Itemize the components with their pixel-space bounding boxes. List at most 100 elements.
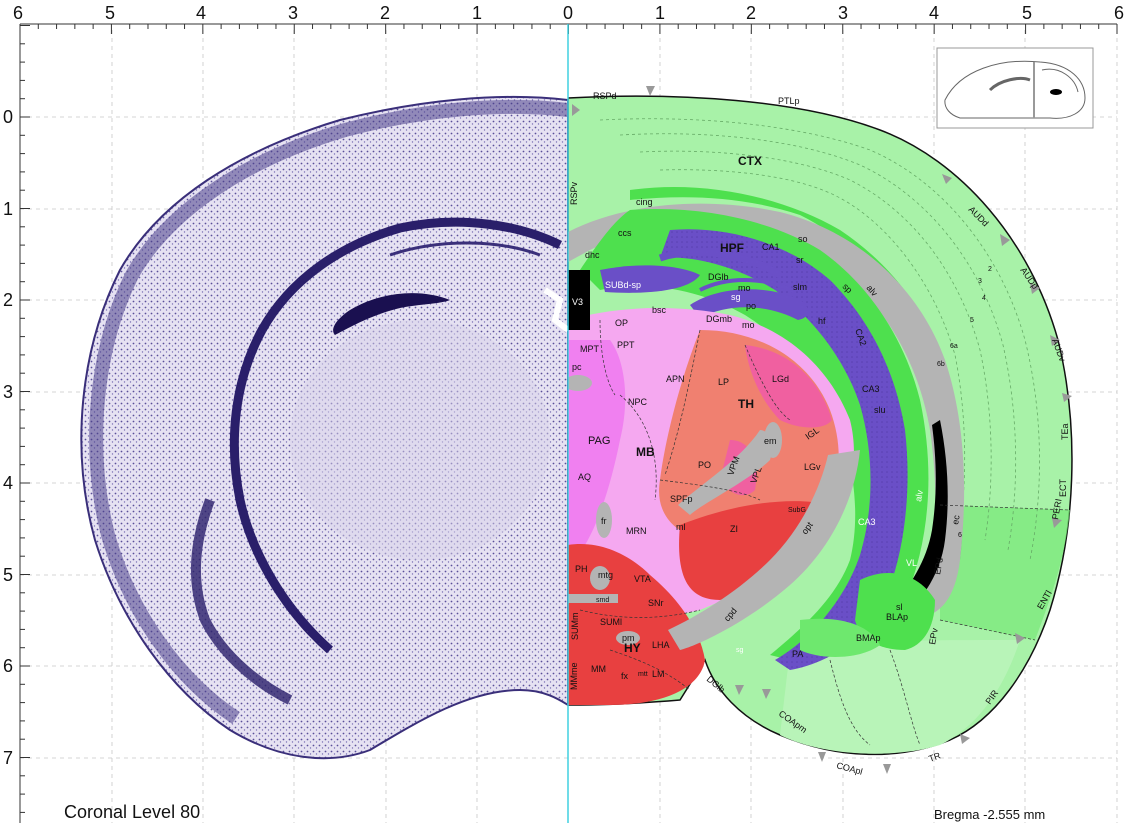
- left-axis-label: 4: [3, 473, 13, 493]
- label-spfp: SPFp: [670, 494, 693, 504]
- label-rspv: RSPv: [569, 181, 579, 205]
- left-axis-label: 0: [3, 107, 13, 127]
- label-sl: sl: [896, 602, 903, 612]
- label-lm: LM: [652, 669, 665, 679]
- label-vta: VTA: [634, 574, 651, 584]
- label-subd-sp: SUBd-sp: [605, 280, 641, 290]
- label-sumi: SUMl: [600, 617, 622, 627]
- label-em: em: [764, 436, 777, 446]
- label-th: TH: [738, 397, 754, 411]
- label-aq: AQ: [578, 472, 591, 482]
- layer-number: 5: [970, 317, 974, 324]
- label-slu: slu: [874, 405, 886, 415]
- label-zi: ZI: [730, 524, 738, 534]
- left-axis-label: 6: [3, 656, 13, 676]
- label-lp: LP: [718, 377, 729, 387]
- left-axis-label: 3: [3, 382, 13, 402]
- top-axis-label: 1: [472, 3, 482, 23]
- label-fx: fx: [621, 671, 629, 681]
- layer-number: 2: [988, 266, 992, 273]
- label-dglb: DGlb: [708, 272, 729, 282]
- label-v3: V3: [572, 297, 583, 307]
- bregma-label: Bregma -2.555 mm: [934, 807, 1045, 822]
- label-mo: mo: [738, 283, 751, 293]
- label-sg-lower: sg: [736, 647, 744, 654]
- label-apn: APN: [666, 374, 685, 384]
- layer-number: 6: [958, 532, 962, 539]
- label-hy: HY: [624, 641, 641, 655]
- top-axis-label: 6: [13, 3, 23, 23]
- inset-sagittal-map: [936, 47, 1094, 129]
- cortex-layers: [599, 118, 1040, 561]
- label-ppt: PPT: [617, 340, 635, 350]
- label-fr: fr: [601, 516, 607, 526]
- left-axis-label: 5: [3, 565, 13, 585]
- label-rspd: RSPd: [593, 91, 617, 101]
- label-sg: sg: [731, 292, 741, 302]
- label-slm: slm: [793, 282, 807, 292]
- label-peri: PERI: [1050, 498, 1063, 520]
- region-ventricle: [568, 270, 590, 330]
- label-snr: SNr: [648, 598, 664, 608]
- label-mpt: MPT: [580, 344, 600, 354]
- region-zi: [679, 501, 830, 600]
- nissl-section: [80, 95, 568, 760]
- label-6a: 6a: [950, 343, 958, 350]
- label-mm: MM: [591, 664, 606, 674]
- label-epv: EPv: [927, 627, 940, 645]
- label-ccs: ccs: [618, 228, 632, 238]
- top-axis-label: 1: [655, 3, 665, 23]
- label-hpf: HPF: [720, 241, 744, 255]
- region-pag: [568, 340, 626, 545]
- label-ca3-lower: CA3: [858, 517, 876, 527]
- label-cing: cing: [636, 197, 653, 207]
- label-ec: ec: [950, 514, 962, 526]
- top-axis-label: 5: [1022, 3, 1032, 23]
- label-pa: PA: [792, 649, 803, 659]
- label-6b: 6b: [937, 361, 945, 368]
- label-epd: EPd: [932, 557, 945, 575]
- label-mtt: mtt: [638, 671, 648, 678]
- label-bsc: bsc: [652, 305, 667, 315]
- label-op: OP: [615, 318, 628, 328]
- left-axis-label: 1: [3, 199, 13, 219]
- label-tea: TEa: [1060, 423, 1070, 440]
- label-tr: TR: [927, 750, 942, 764]
- label-summ: SUMm: [570, 613, 580, 641]
- label-ml: ml: [676, 522, 686, 532]
- left-axis-label: 7: [3, 748, 13, 768]
- left-ruler: 0 1 2 3 4 5 6 7: [3, 24, 30, 823]
- label-npc: NPC: [628, 397, 648, 407]
- label-dhc: dhc: [585, 250, 600, 260]
- layer-number: 3: [978, 278, 982, 285]
- top-axis-label: 4: [929, 3, 939, 23]
- label-lgv: LGv: [804, 462, 821, 472]
- label-vl: VL: [906, 558, 917, 568]
- label-bmap: BMAp: [856, 633, 881, 643]
- top-axis-label: 3: [288, 3, 298, 23]
- label-pag: PAG: [588, 435, 610, 447]
- label-mrn: MRN: [626, 526, 647, 536]
- boundary-markers: [572, 86, 1072, 774]
- label-smd: smd: [596, 597, 609, 604]
- label-mtg: mtg: [598, 570, 613, 580]
- top-axis-label: 0: [563, 3, 573, 23]
- top-axis-label: 2: [746, 3, 756, 23]
- top-axis-label: 2: [380, 3, 390, 23]
- label-coapl: COApl: [835, 760, 863, 777]
- label-mo2: mo: [742, 320, 755, 330]
- left-axis-label: 2: [3, 290, 13, 310]
- figure-caption: Coronal Level 80: [64, 802, 200, 822]
- top-axis-label: 4: [196, 3, 206, 23]
- region-lgd: [745, 345, 832, 428]
- label-ptlp: PTLp: [778, 96, 800, 106]
- label-sr: sr: [796, 255, 804, 265]
- region-entorhinal: [940, 505, 1070, 640]
- label-alv2: alv: [913, 489, 925, 503]
- label-ctx: CTX: [738, 154, 762, 168]
- label-subg: SubG: [788, 507, 806, 514]
- label-ca3: CA3: [862, 384, 880, 394]
- top-axis-label: 6: [1114, 3, 1124, 23]
- layer-number: 4: [982, 295, 986, 302]
